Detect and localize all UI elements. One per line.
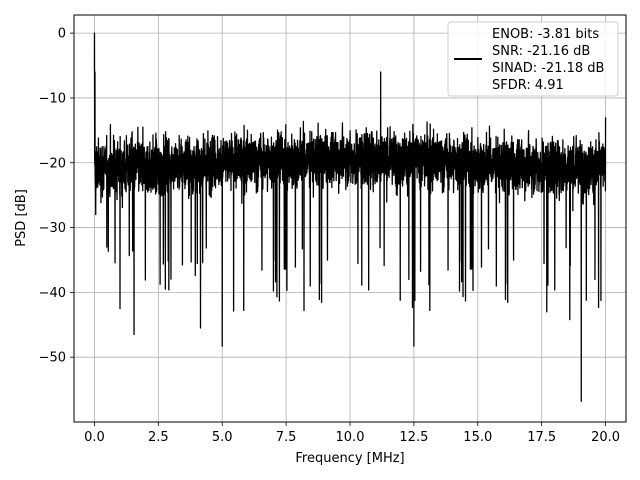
y-tick-label: −20 [39,156,66,171]
x-axis-label: Frequency [MHz] [295,451,404,466]
legend-box [447,21,619,97]
ticks: 0.0 2.5 5.0 7.5 10.0 12.5 15.0 17.5 20.0 0 −10 −20 −… [39,27,620,445]
x-tick-label: 2.5 [148,430,169,445]
legend-entry-sfdr: SFDR: 4.91 [492,78,564,93]
legend-entry-enob: ENOB: -3.81 bits [492,27,599,42]
legend-entry-sinad: SINAD: -21.18 dB [492,61,604,76]
x-tick-label: 12.5 [399,430,428,445]
psd-series-line [93,32,607,402]
x-tick-label: 15.0 [463,430,492,445]
x-tick-label: 0.0 [84,430,105,445]
series-layer [93,32,607,402]
y-tick-label: −40 [39,286,66,301]
y-tick-label: −30 [39,221,66,236]
x-tick-label: 7.5 [276,430,297,445]
x-tick-label: 5.0 [212,430,233,445]
x-tick-label: 10.0 [336,430,365,445]
legend-entry-snr: SNR: -21.16 dB [492,44,590,59]
y-tick-label: −50 [39,351,66,366]
legend: ENOB: -3.81 bits SNR: -21.16 dB SINAD: -… [447,21,619,97]
y-tick-label: 0 [58,27,66,42]
x-tick-label: 17.5 [527,430,556,445]
x-tick-label: 20.0 [591,430,620,445]
y-tick-label: −10 [39,91,66,106]
y-axis-label: PSD [dB] [14,189,29,247]
